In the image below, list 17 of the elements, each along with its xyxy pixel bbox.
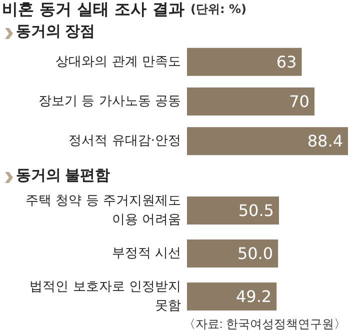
data-label: 50.0 xyxy=(237,244,274,263)
data-label: 88.4 xyxy=(307,132,343,151)
data-label: 49.2 xyxy=(236,287,272,306)
data-label: 50.5 xyxy=(238,201,274,220)
text: 동거의 불편함 xyxy=(16,167,110,184)
chart-title: 비혼 동거 실태 조사 결과 xyxy=(2,0,184,18)
y-tick-label: 법적인 보호자로 인정받지 못함 xyxy=(30,280,181,314)
data-label: 63 xyxy=(276,52,297,72)
y-tick-label: 상대와의 관계 만족도 xyxy=(56,54,181,70)
y-tick-label: 주택 청약 등 주거지원제도 이용 어려움 xyxy=(26,194,181,228)
y-tick-label: 부정적 시선 xyxy=(112,246,181,261)
y-tick-label: 정서적 유대감·안정 xyxy=(68,134,181,149)
annotation: 〈자료: 한국여성정책연구원〉 xyxy=(183,317,346,330)
data-label: 70 xyxy=(289,92,310,111)
text: 동거의 장점 xyxy=(16,23,96,40)
chart-subtitle: (단위: %) xyxy=(190,2,247,16)
y-tick-label: 장보기 등 가사노동 공동 xyxy=(38,94,181,109)
